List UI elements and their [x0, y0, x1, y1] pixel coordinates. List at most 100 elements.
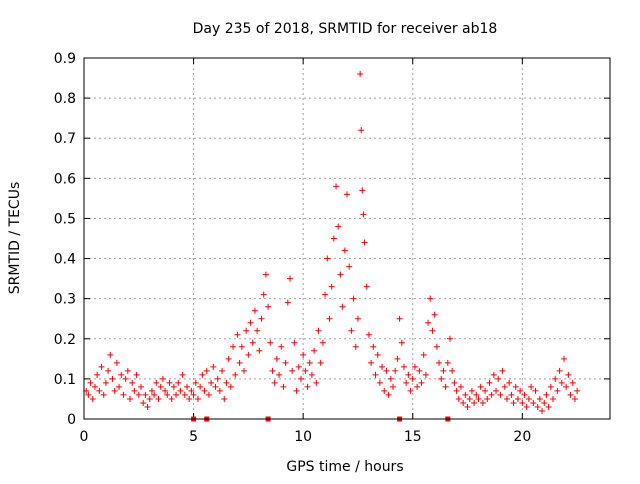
data-point — [118, 371, 125, 378]
y-tick-label: 0.7 — [54, 131, 76, 147]
x-tick-label: 10 — [294, 429, 312, 445]
data-point — [210, 363, 217, 370]
data-point — [514, 395, 521, 402]
data-point — [333, 183, 340, 190]
data-point — [137, 383, 144, 390]
data-point — [287, 275, 294, 282]
data-point — [376, 379, 383, 386]
data-point — [565, 371, 572, 378]
data-point — [409, 375, 416, 382]
data-point — [352, 343, 359, 350]
data-point — [350, 295, 357, 302]
data-point — [525, 395, 532, 402]
y-tick-label: 0.8 — [54, 91, 76, 107]
data-point — [269, 367, 276, 374]
data-point — [357, 71, 364, 78]
data-point — [407, 387, 414, 394]
data-point — [405, 371, 412, 378]
data-point — [453, 387, 460, 394]
data-point — [111, 387, 118, 394]
data-point — [223, 379, 230, 386]
data-point — [444, 359, 451, 366]
data-point — [462, 391, 469, 398]
data-point — [337, 271, 344, 278]
data-point — [543, 391, 550, 398]
data-point — [175, 379, 182, 386]
y-tick-label: 0.2 — [54, 332, 76, 348]
data-point — [186, 395, 193, 402]
data-point — [219, 367, 226, 374]
data-point — [284, 299, 291, 306]
data-point — [199, 371, 206, 378]
data-point — [442, 383, 449, 390]
data-point — [276, 371, 283, 378]
data-point — [552, 375, 559, 382]
data-point — [116, 383, 123, 390]
data-point — [208, 379, 215, 386]
data-point — [436, 359, 443, 366]
data-point — [122, 375, 129, 382]
data-point — [184, 383, 191, 390]
data-point — [192, 379, 199, 386]
data-point — [313, 379, 320, 386]
data-point — [302, 367, 309, 374]
chart-title: Day 235 of 2018, SRMTID for receiver ab1… — [193, 21, 498, 37]
data-point — [102, 379, 109, 386]
data-point — [381, 387, 388, 394]
data-point — [365, 331, 372, 338]
data-point — [120, 391, 127, 398]
data-point — [238, 343, 245, 350]
data-point — [464, 403, 471, 410]
data-point — [317, 359, 324, 366]
data-point — [385, 391, 392, 398]
data-point — [560, 355, 567, 362]
data-point — [387, 375, 394, 382]
data-point — [212, 383, 219, 390]
data-point — [497, 391, 504, 398]
data-point — [370, 343, 377, 350]
data-point — [447, 335, 454, 342]
data-point — [360, 211, 367, 218]
data-point — [127, 395, 134, 402]
data-point — [554, 387, 561, 394]
data-point — [558, 379, 565, 386]
data-point — [358, 127, 365, 134]
data-point — [203, 367, 210, 374]
data-point — [162, 387, 169, 394]
data-point — [477, 383, 484, 390]
data-point — [517, 387, 524, 394]
y-tick-label: 0.9 — [54, 51, 76, 67]
y-axis-label: SRMTID / TECUs — [7, 182, 23, 295]
data-point — [567, 391, 574, 398]
data-point — [129, 379, 136, 386]
data-point — [159, 375, 166, 382]
data-point — [262, 271, 269, 278]
data-point — [151, 391, 158, 398]
data-point — [499, 367, 506, 374]
data-point — [142, 391, 149, 398]
data-point — [416, 367, 423, 374]
data-point — [324, 255, 331, 262]
data-point — [300, 351, 307, 358]
data-point — [304, 383, 311, 390]
data-point — [140, 399, 147, 406]
data-point — [188, 387, 195, 394]
data-point — [508, 391, 515, 398]
tick-labels: 0 0.1 0.2 0.3 0.4 0.5 0.6 0.7 0.8 0.9 0 5 10 15 20 — [54, 51, 532, 445]
data-point — [530, 399, 537, 406]
data-point — [451, 379, 458, 386]
data-point — [392, 367, 399, 374]
data-point — [425, 319, 432, 326]
data-point — [247, 319, 254, 326]
data-point — [547, 383, 554, 390]
data-point — [411, 363, 418, 370]
data-point — [418, 379, 425, 386]
data-point — [254, 327, 261, 334]
data-point — [133, 371, 140, 378]
data-point — [539, 407, 546, 414]
data-point — [232, 371, 239, 378]
data-point — [225, 355, 232, 362]
data-point — [545, 403, 552, 410]
data-point — [98, 363, 105, 370]
